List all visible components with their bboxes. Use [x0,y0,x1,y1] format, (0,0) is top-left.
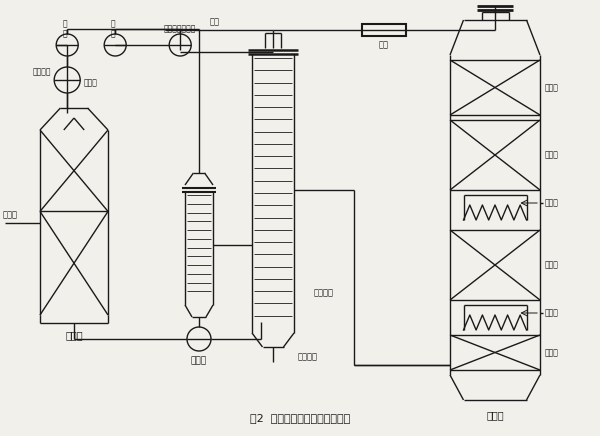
Text: 铜
液: 铜 液 [111,19,116,39]
Circle shape [56,34,78,56]
Text: 图2  取消饱和塔流程的变换流程: 图2 取消饱和塔流程的变换流程 [250,413,350,423]
Text: 铜
液: 铜 液 [63,19,68,39]
Text: 催化剂: 催化剂 [545,150,559,160]
Circle shape [169,34,191,56]
Text: 一加水: 一加水 [191,357,207,365]
Text: 锅炉用水: 锅炉用水 [33,68,51,76]
Text: 保护剂: 保护剂 [545,83,559,92]
Text: 水冷器: 水冷器 [83,78,97,88]
Circle shape [54,67,80,93]
Text: 电炉: 电炉 [379,41,389,50]
Text: 半水煤气: 半水煤气 [298,352,318,361]
Circle shape [187,327,211,351]
Text: 催化剂: 催化剂 [545,260,559,269]
Text: 冷却塔: 冷却塔 [65,330,83,340]
Text: 蒸汽: 蒸汽 [210,17,220,27]
Bar [362,24,406,36]
Circle shape [104,34,126,56]
Text: 催化剂: 催化剂 [545,348,559,357]
Text: 脱盐水: 脱盐水 [545,198,559,208]
Text: 增湿用的脱盐水: 增湿用的脱盐水 [164,24,196,34]
Text: 变换气: 变换气 [3,210,18,219]
Text: 热交换器: 热交换器 [314,289,334,297]
Text: 脱盐水: 脱盐水 [545,309,559,317]
Text: 变换炉: 变换炉 [486,410,504,420]
